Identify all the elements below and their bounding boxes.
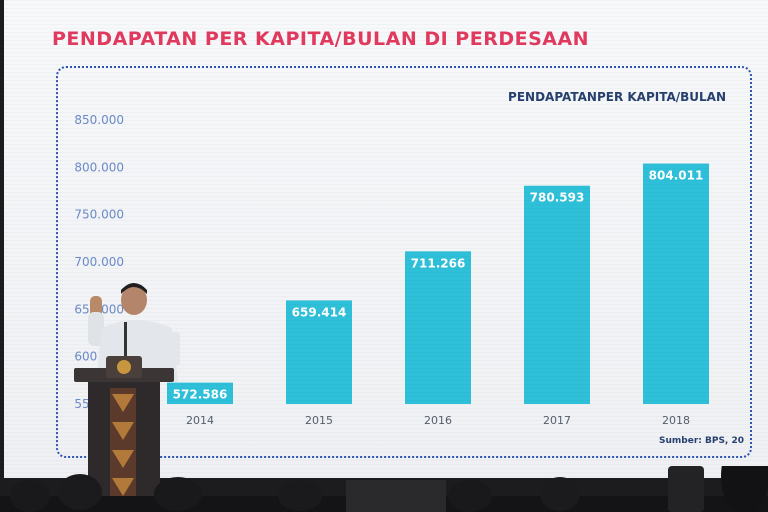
- category-label: 2014: [186, 414, 214, 427]
- y-tick-label: 700.000: [74, 255, 124, 269]
- slide-title: PENDAPATAN PER KAPITA/BULAN DI PERDESAAN: [52, 28, 590, 50]
- audience-silhouettes: [0, 466, 768, 512]
- chart-subtitle: PENDAPATANPER KAPITA/BULAN: [508, 90, 726, 104]
- value-label: 711.266: [411, 256, 466, 270]
- category-label: 2018: [662, 414, 690, 427]
- y-tick-label: 800.000: [74, 160, 124, 174]
- category-label: 2017: [543, 414, 571, 427]
- bar-2017: [524, 185, 590, 404]
- value-label: 804.011: [649, 169, 704, 183]
- y-tick-label: 850.000: [74, 113, 124, 127]
- bar-2016: [405, 251, 471, 404]
- bar-2014: [167, 382, 233, 404]
- y-tick-label: 750.000: [74, 208, 124, 222]
- value-label: 659.414: [292, 305, 347, 319]
- category-label: 2016: [424, 414, 452, 427]
- bar-2015: [286, 300, 352, 404]
- value-label: 780.593: [530, 191, 585, 205]
- category-label: 2015: [305, 414, 333, 427]
- bar-2018: [643, 163, 709, 404]
- value-label: 572.586: [173, 388, 228, 402]
- source-note: Sumber: BPS, 20: [659, 436, 744, 446]
